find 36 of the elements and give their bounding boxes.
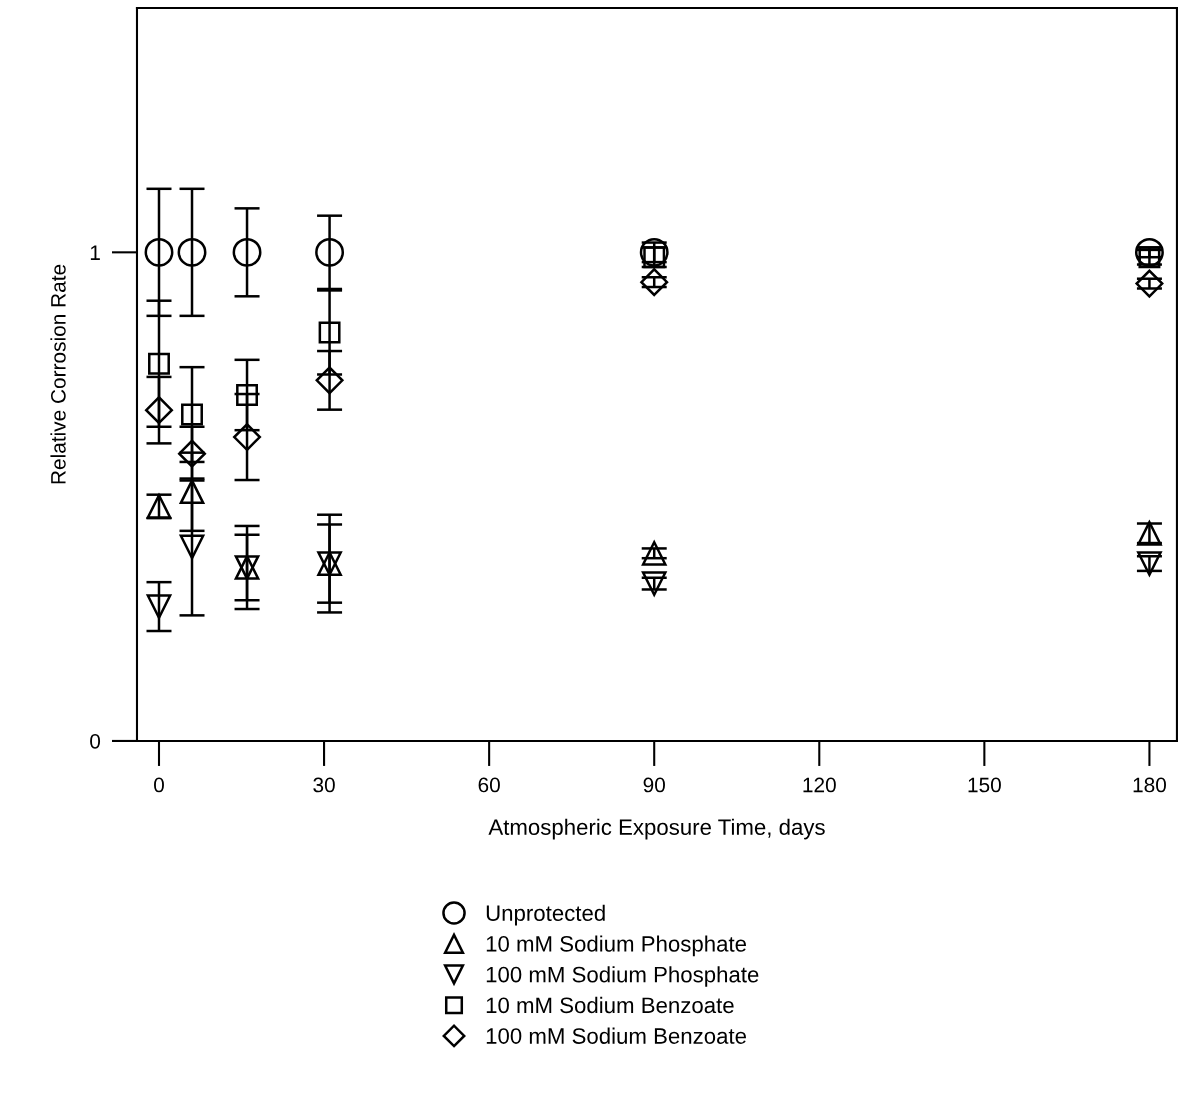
point [315, 237, 345, 267]
point [1137, 551, 1162, 576]
point [181, 403, 203, 426]
point [179, 534, 205, 560]
point [179, 479, 205, 505]
point [641, 540, 667, 566]
x-tick-label: 0 [154, 777, 164, 793]
point [315, 366, 344, 395]
point [144, 396, 174, 425]
point [148, 352, 170, 375]
x-tick-label: 180 [1133, 777, 1166, 793]
x-tick-label: 120 [803, 777, 836, 793]
x-tick-label: 90 [643, 777, 665, 793]
point [641, 571, 667, 596]
x-tick-label: 150 [968, 777, 1001, 793]
point [177, 439, 207, 468]
x-axis-title: Atmospheric Exposure Time, days [488, 818, 825, 840]
point [1135, 269, 1164, 298]
legend-label: 100 mM Sodium Benzoate [486, 1027, 746, 1044]
point [1134, 237, 1164, 267]
point [640, 268, 669, 297]
y-axis-title: Relative Corrosion Rate [50, 264, 66, 484]
point [146, 594, 172, 619]
point [144, 237, 174, 267]
legend-label: 10 mM Sodium Benzoate [486, 996, 734, 1014]
legend-label: 10 mM Sodium Phosphate [486, 935, 746, 957]
point [236, 384, 259, 406]
point [318, 321, 341, 344]
x-tick-label: 60 [478, 777, 500, 793]
point [232, 237, 262, 267]
point [177, 237, 207, 267]
point [233, 423, 262, 452]
legend-label: 100 mM Sodium Phosphate [486, 966, 759, 987]
legend-label: Unprotected [486, 904, 605, 926]
y-tick-label: 1 [90, 245, 100, 260]
x-tick-label: 30 [313, 777, 335, 793]
